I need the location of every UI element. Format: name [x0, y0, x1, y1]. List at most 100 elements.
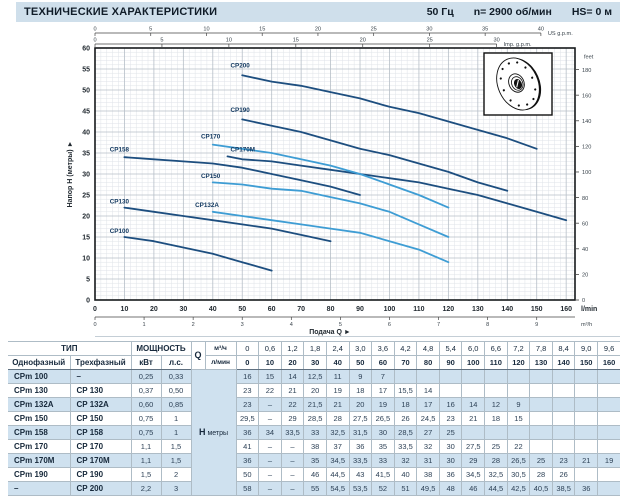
pump-curve-CP170M — [226, 155, 568, 222]
pump-curve-CP170 — [211, 143, 450, 209]
head-value: 25 — [484, 439, 508, 454]
head-value: 32 — [416, 439, 440, 454]
q-m3h-value: 9,0 — [574, 341, 599, 356]
head-value — [597, 411, 621, 426]
head-value: 17 — [416, 397, 440, 412]
q-lmin-value: 40 — [325, 355, 350, 370]
head-value — [484, 369, 508, 384]
pump-row-CP-132A: CPm 132A CP 132A 0,60 0,85 23–22 21,5 21 20 19 18… — [8, 397, 621, 412]
head-value — [597, 425, 621, 440]
y-axis-tick-feet: 120 — [582, 145, 591, 151]
head-value: 22 — [258, 383, 282, 398]
head-value: 49,5 — [416, 481, 440, 496]
q-m3h-value: 1,8 — [303, 341, 327, 356]
head-value — [529, 425, 553, 440]
head-value: 33,5 — [393, 439, 418, 454]
head-value: 27 — [416, 425, 440, 440]
operating-conditions: 50 Гц n= 2900 об/мин HS= 0 м — [427, 6, 612, 18]
single-phase-model: CPm 150 — [8, 411, 71, 426]
power-kw: 0,75 — [130, 425, 162, 440]
power-hp: 0,85 — [160, 397, 192, 412]
curve-label-CP130: CP130 — [110, 198, 130, 205]
head-value: – — [280, 481, 305, 496]
head-value: 36 — [574, 481, 599, 496]
power-kw: 1,1 — [130, 453, 162, 468]
head-value: 23 — [235, 397, 260, 412]
pump-row-CP-158: CPm 158 CP 158 0,75 1 36 34 33,5 33 32,5 31,5 30 28… — [8, 425, 621, 440]
top-axis-tick-usgpm: 30 — [426, 27, 432, 33]
head-value: 16 — [235, 369, 260, 384]
head-value: – — [280, 439, 305, 454]
power-kw: 0,75 — [130, 411, 162, 426]
q-symbol: Q — [194, 350, 202, 360]
y-axis-unit-feet: feet — [584, 55, 594, 61]
three-phase-model: CP 200 — [69, 481, 132, 496]
head-value — [574, 369, 599, 384]
power-kw: 1,5 — [130, 467, 162, 482]
head-value — [574, 397, 599, 412]
q-m3h-value: 4,2 — [393, 341, 418, 356]
head-value: 28,5 — [393, 425, 418, 440]
y-axis-tick-m: 20 — [82, 214, 90, 221]
x-axis-tick-lmin: 80 — [327, 306, 335, 313]
curve-label-CP132A: CP132A — [195, 202, 219, 209]
impeller-inset-illustration — [483, 52, 553, 116]
pump-curve-CP150 — [211, 181, 450, 238]
col-header-power: МОЩНОСТЬ — [130, 341, 192, 356]
head-value: 36 — [235, 425, 260, 440]
head-value: – — [258, 481, 282, 496]
head-value — [416, 369, 440, 384]
head-value — [551, 411, 576, 426]
head-value: 54,5 — [325, 481, 350, 496]
x-axis-tick-lmin: 160 — [560, 306, 572, 313]
three-phase-model: – — [69, 369, 132, 384]
top-axis-tick-usgpm: 10 — [203, 27, 209, 33]
head-value: 21 — [280, 383, 305, 398]
head-value: 35 — [371, 439, 395, 454]
top-axis-tick-impgpm: 0 — [93, 38, 96, 44]
head-value — [438, 383, 463, 398]
y-axis-tick-feet: 80 — [582, 196, 588, 202]
three-phase-model: CP 190 — [69, 467, 132, 482]
head-value: 33,5 — [280, 425, 305, 440]
pump-row-CP-170M: CPm 170M CP 170M 1,1 1,5 36– –35 34,5 33,5 33 32 3… — [8, 453, 621, 468]
head-value: 28 — [325, 411, 350, 426]
head-value: 29 — [280, 411, 305, 426]
single-phase-model: – — [8, 481, 71, 496]
power-hp: 0,50 — [160, 383, 192, 398]
head-value: 33 — [303, 425, 327, 440]
three-phase-model: CP 170 — [69, 439, 132, 454]
q-m3h-value: 7,2 — [506, 341, 531, 356]
head-value: 27,5 — [461, 439, 486, 454]
head-value: 29,5 — [235, 411, 260, 426]
power-kw: 2,2 — [130, 481, 162, 496]
y-axis-tick-m: 35 — [82, 151, 90, 158]
y-axis-tick-feet: 0 — [582, 298, 585, 304]
head-value: 14 — [461, 397, 486, 412]
x-axis-title: Подача Q ► — [309, 329, 351, 336]
x-axis-tick-lmin: 130 — [472, 306, 484, 313]
q-lmin-value: 130 — [529, 355, 553, 370]
top-axis-unit-usgpm: US g.p.m. — [548, 31, 573, 37]
x-axis-tick-lmin: 120 — [443, 306, 455, 313]
head-value — [597, 481, 621, 496]
x-axis-tick-lmin: 0 — [93, 306, 97, 313]
top-axis-tick-usgpm: 20 — [315, 27, 321, 33]
head-value: 23 — [438, 411, 463, 426]
page-title: ТЕХНИЧЕСКИЕ ХАРАКТЕРИСТИКИ — [24, 6, 218, 18]
head-value — [574, 439, 599, 454]
head-value: 9 — [506, 397, 531, 412]
x-axis-tick-lmin: 30 — [179, 306, 187, 313]
top-axis-tick-impgpm: 15 — [293, 38, 299, 44]
head-value: 38,5 — [551, 481, 576, 496]
x-axis-tick-lmin: 100 — [384, 306, 396, 313]
head-value: 22 — [280, 397, 305, 412]
head-value: 33,5 — [348, 453, 373, 468]
head-value: 37 — [325, 439, 350, 454]
x-axis-tick-m3h: 3 — [241, 322, 244, 328]
head-value: 11 — [325, 369, 350, 384]
x-axis-tick-m3h: 1 — [143, 322, 146, 328]
head-value: 22 — [506, 439, 531, 454]
